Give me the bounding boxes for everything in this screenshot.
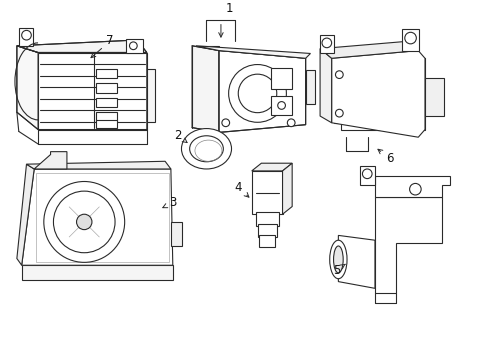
Bar [259, 235, 275, 247]
Text: 4: 4 [235, 181, 249, 197]
Circle shape [222, 119, 230, 127]
Circle shape [405, 32, 416, 44]
Polygon shape [34, 152, 67, 169]
Bar [171, 222, 182, 246]
Bar [258, 224, 277, 237]
Polygon shape [375, 197, 442, 293]
Polygon shape [26, 161, 171, 169]
Ellipse shape [181, 129, 231, 169]
Text: 3: 3 [163, 196, 176, 209]
Polygon shape [192, 46, 219, 132]
Bar [96, 98, 117, 107]
Polygon shape [17, 40, 147, 53]
Polygon shape [332, 51, 425, 137]
Polygon shape [196, 46, 311, 58]
Text: 1: 1 [226, 2, 233, 15]
Polygon shape [320, 49, 332, 123]
Text: 5: 5 [333, 264, 345, 276]
Bar [425, 77, 444, 116]
Bar [125, 39, 143, 53]
Circle shape [410, 183, 421, 195]
Bar [271, 96, 292, 115]
Circle shape [229, 64, 286, 122]
Circle shape [44, 181, 124, 262]
Polygon shape [22, 265, 173, 280]
Bar [96, 83, 117, 93]
Polygon shape [38, 53, 147, 130]
Polygon shape [341, 58, 425, 130]
Circle shape [238, 74, 277, 113]
Text: 2: 2 [174, 129, 187, 143]
Polygon shape [252, 163, 292, 171]
Bar [96, 69, 117, 78]
Polygon shape [339, 235, 375, 288]
Text: 6: 6 [378, 149, 393, 165]
Circle shape [22, 30, 31, 40]
Circle shape [336, 71, 343, 78]
Bar [320, 35, 334, 53]
Circle shape [53, 191, 115, 253]
Polygon shape [17, 164, 34, 265]
Circle shape [363, 169, 372, 179]
Polygon shape [22, 169, 173, 265]
Polygon shape [283, 163, 292, 214]
Polygon shape [320, 41, 418, 58]
Ellipse shape [190, 136, 223, 162]
Circle shape [287, 119, 295, 127]
Circle shape [76, 214, 92, 230]
Bar [256, 212, 279, 226]
Circle shape [336, 109, 343, 117]
Circle shape [322, 38, 332, 48]
Ellipse shape [334, 246, 343, 273]
Text: 7: 7 [91, 35, 114, 58]
Bar [147, 69, 154, 122]
Bar [96, 120, 117, 127]
Polygon shape [375, 176, 450, 197]
Bar [252, 171, 283, 214]
Ellipse shape [330, 240, 347, 279]
Bar [96, 112, 117, 122]
Bar [306, 70, 315, 104]
Bar [402, 30, 419, 51]
Polygon shape [219, 51, 306, 132]
Bar [271, 68, 292, 89]
Bar [19, 28, 33, 46]
Bar [360, 166, 375, 185]
Polygon shape [17, 46, 38, 130]
Circle shape [129, 42, 137, 50]
Circle shape [278, 102, 286, 109]
